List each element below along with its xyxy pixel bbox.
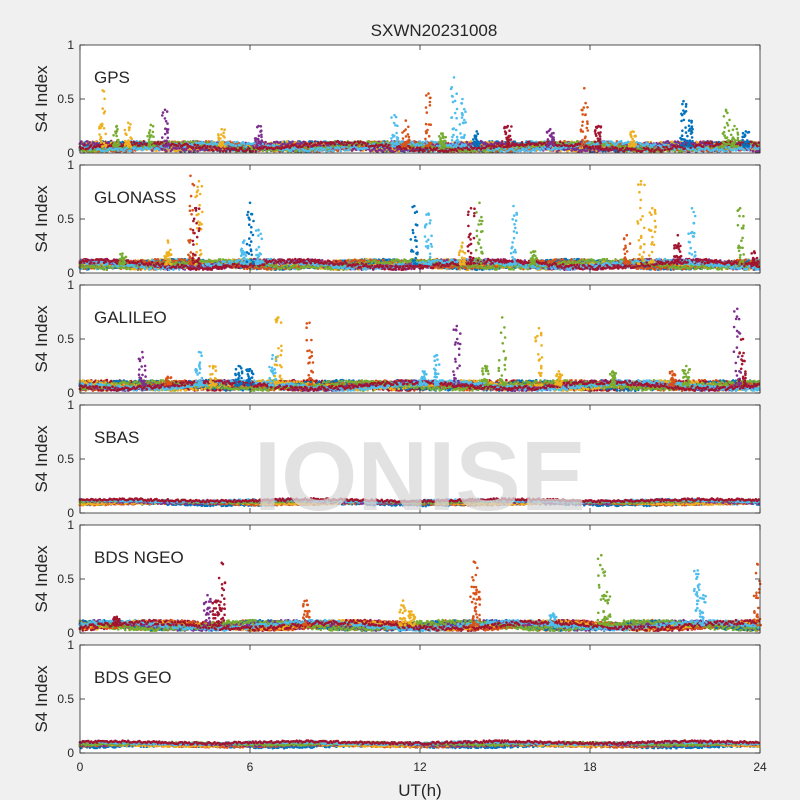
data-point	[184, 148, 188, 152]
data-points	[78, 76, 760, 154]
data-point	[278, 141, 282, 144]
axes-background	[80, 45, 760, 153]
data-point	[165, 150, 168, 153]
data-point	[107, 141, 110, 144]
data-point	[160, 148, 164, 151]
data-point	[189, 150, 192, 153]
data-point	[193, 148, 196, 152]
data-point	[88, 141, 92, 144]
data-point	[150, 149, 154, 152]
data-point	[80, 140, 83, 143]
data-point	[301, 141, 304, 145]
data-point	[196, 149, 199, 153]
data-point	[85, 140, 89, 143]
data-point	[291, 140, 294, 143]
data-point	[121, 140, 124, 144]
data-point	[264, 140, 267, 144]
figure-title: SXWN20231008	[371, 21, 498, 40]
